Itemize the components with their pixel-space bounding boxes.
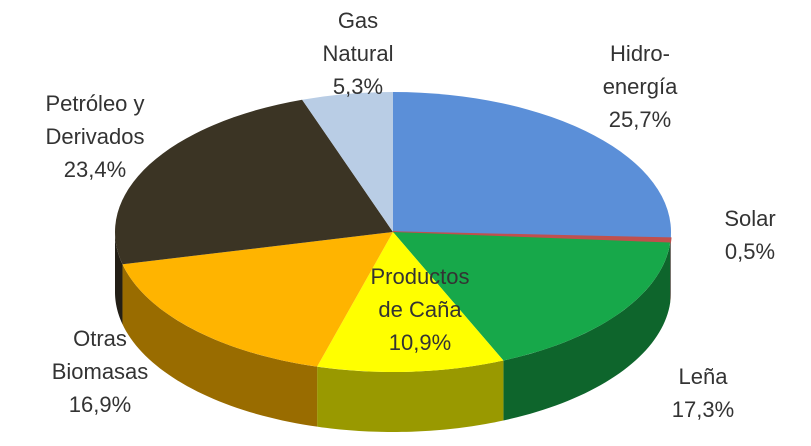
value-label: 23,4% bbox=[64, 157, 126, 182]
slice-label: Otras bbox=[73, 326, 127, 351]
slice-label: Hidro- bbox=[610, 41, 670, 66]
slice-label: Biomasas bbox=[52, 359, 149, 384]
slice-side bbox=[503, 242, 671, 421]
value-label: 10,9% bbox=[389, 330, 451, 355]
slice bbox=[392, 231, 672, 244]
value-label: 17,3% bbox=[672, 397, 734, 422]
slice-label: Solar bbox=[724, 206, 775, 231]
slice bbox=[393, 232, 671, 361]
slice-label: Productos bbox=[370, 264, 469, 289]
slice-side bbox=[670, 238, 671, 303]
value-label: 0,5% bbox=[725, 239, 775, 264]
slice bbox=[122, 232, 394, 367]
slice bbox=[317, 232, 504, 372]
slice-label: de Caña bbox=[378, 297, 462, 322]
slice-side bbox=[122, 264, 318, 427]
value-label: 25,7% bbox=[609, 107, 671, 132]
slice-label: Leña bbox=[679, 364, 729, 389]
value-label: 16,9% bbox=[69, 392, 131, 417]
slice bbox=[393, 92, 671, 239]
value-label: 5,3% bbox=[333, 74, 383, 99]
slice-label: Derivados bbox=[45, 124, 144, 149]
slice-label: Gas bbox=[338, 8, 378, 33]
slice bbox=[302, 92, 393, 232]
slice bbox=[115, 99, 394, 265]
slice-label: Natural bbox=[323, 41, 394, 66]
slice-side bbox=[115, 232, 123, 325]
slice-label: Petróleo y bbox=[45, 91, 144, 116]
slice-side bbox=[317, 360, 504, 432]
slice-label: energía bbox=[603, 74, 678, 99]
